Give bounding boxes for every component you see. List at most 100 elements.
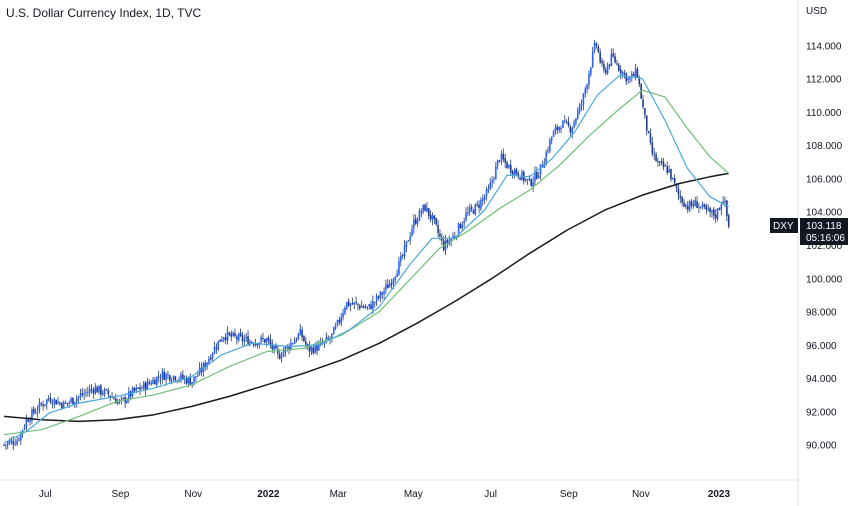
candle-body <box>85 392 87 394</box>
candle-body <box>196 375 199 377</box>
candle-body <box>388 283 391 288</box>
candle-body <box>66 402 69 404</box>
candle-body <box>675 183 678 188</box>
candle-body <box>558 126 560 131</box>
candle-body <box>245 336 247 339</box>
candle-body <box>532 181 534 187</box>
candle-body <box>236 336 238 340</box>
candle-body <box>75 398 78 403</box>
candle-body <box>658 161 661 163</box>
candle-body <box>474 204 477 215</box>
candle-body <box>713 209 715 216</box>
last-price-label: 103.118 <box>806 221 842 232</box>
candle-body <box>431 215 434 221</box>
candle-body <box>180 373 182 379</box>
candle-body <box>390 283 393 286</box>
price-tick-label: 104.000 <box>806 208 843 219</box>
candle-body <box>295 339 298 341</box>
candle-body <box>472 209 475 214</box>
candle-body <box>409 236 411 241</box>
candle-body <box>496 159 499 166</box>
candle-body <box>509 164 512 173</box>
candle-body <box>152 379 154 384</box>
candle-body <box>524 178 527 181</box>
candle-body <box>668 169 670 173</box>
candle-body <box>554 127 557 131</box>
ma-200-line <box>3 172 729 423</box>
price-axis[interactable]: 90.000 92.000 94.000 96.000 98.000 100.000 102… <box>806 41 843 451</box>
candle-body <box>308 344 311 352</box>
candle-body <box>96 386 98 393</box>
candle-body <box>504 158 506 163</box>
candle-body <box>373 302 376 304</box>
candle-body <box>513 169 516 176</box>
candle-body <box>252 343 255 345</box>
candle-body <box>312 347 315 354</box>
candle-body <box>51 403 54 405</box>
candle-body <box>422 204 424 212</box>
candle-body <box>38 402 41 410</box>
candle-body <box>154 379 156 385</box>
candle-body <box>260 337 262 342</box>
candle-body <box>55 399 57 405</box>
candle-body <box>424 204 426 211</box>
price-tick-label: 108.000 <box>806 141 843 152</box>
candle-body <box>23 426 26 429</box>
candle-body <box>556 126 559 130</box>
candle-body <box>237 334 240 341</box>
candle-body <box>131 388 134 396</box>
candle-body <box>364 307 367 309</box>
candle-body <box>370 304 372 309</box>
candle-body <box>359 305 361 309</box>
candle-body <box>439 233 441 237</box>
candle-body <box>208 358 210 364</box>
candle-body <box>685 204 687 207</box>
candle-body <box>19 432 22 441</box>
candle-body <box>34 412 37 414</box>
candle-body <box>705 205 708 211</box>
candle-body <box>46 399 48 405</box>
candle-body <box>606 65 609 74</box>
candle-body <box>98 385 100 393</box>
candles <box>3 39 730 451</box>
time-axis[interactable]: Jul Sep Nov 2022 Mar May Jul Sep Nov 2023 <box>39 489 731 500</box>
candle-body <box>638 78 641 85</box>
candle-body <box>33 408 35 413</box>
candle-body <box>491 180 493 183</box>
candle-body <box>275 344 277 349</box>
candle-body <box>381 292 383 295</box>
candle-body <box>625 73 628 82</box>
time-tick-label: 2022 <box>257 489 280 500</box>
candle-body <box>644 108 646 115</box>
candle-body <box>280 356 283 358</box>
candle-body <box>256 343 259 346</box>
candle-body <box>657 160 659 162</box>
candle-body <box>172 375 175 380</box>
candle-body <box>714 214 717 219</box>
candle-body <box>16 440 18 445</box>
candle-body <box>539 164 542 175</box>
candle-body <box>59 402 61 404</box>
candle-body <box>476 203 479 205</box>
candle-body <box>383 290 385 294</box>
price-tick-label: 94.000 <box>806 374 837 385</box>
candle-body <box>113 398 115 400</box>
candle-body <box>325 337 328 342</box>
candle-body <box>77 396 80 399</box>
candle-body <box>327 337 329 339</box>
candle-body <box>386 284 389 289</box>
candle-body <box>232 332 234 336</box>
candle-body <box>563 120 566 122</box>
candle-body <box>560 128 562 130</box>
candle-body <box>211 353 214 359</box>
candle-body <box>511 171 514 175</box>
candle-body <box>226 331 229 341</box>
price-tick-label: 90.000 <box>806 441 837 452</box>
candle-body <box>264 339 266 343</box>
candle-body <box>221 339 223 342</box>
candle-body <box>372 301 374 310</box>
candle-body <box>562 120 564 128</box>
candle-body <box>342 312 344 318</box>
candle-body <box>142 382 145 389</box>
